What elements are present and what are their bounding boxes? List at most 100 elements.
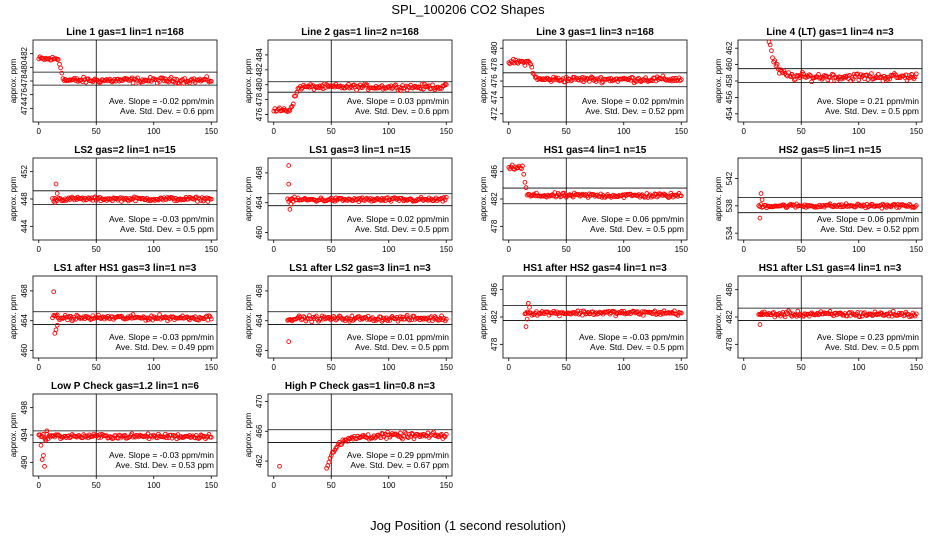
- data-point: [408, 196, 413, 202]
- panel-title: HS1 after HS2 gas=4 lin=1 n=3: [523, 263, 667, 274]
- data-point: [904, 78, 910, 83]
- y-tick-label: 482: [255, 63, 264, 77]
- std-dev-annotation: Ave. Std. Dev. = 0.5 ppm: [590, 224, 684, 234]
- panel-title: Line 2 gas=1 lin=2 n=168: [301, 27, 419, 38]
- data-point: [770, 55, 775, 61]
- data-point: [827, 309, 833, 314]
- x-tick-label: 50: [797, 245, 806, 254]
- data-point: [52, 331, 58, 336]
- y-tick-label: 460: [255, 225, 264, 239]
- data-point: [442, 434, 448, 439]
- data-point: [550, 77, 555, 83]
- panel-title: HS2 gas=5 lin=1 n=15: [779, 145, 882, 156]
- data-points: [36, 54, 214, 86]
- std-dev-annotation: Ave. Std. Dev. = 0.6 ppm: [355, 106, 449, 116]
- x-tick-label: 50: [562, 363, 571, 372]
- data-point: [97, 80, 103, 86]
- data-point: [555, 191, 561, 196]
- data-point: [670, 75, 676, 81]
- data-point: [75, 313, 81, 319]
- panel-title: LS1 after LS2 gas=3 lin=1 n=3: [289, 263, 431, 274]
- data-points: [50, 181, 214, 205]
- x-tick-label: 0: [272, 127, 277, 136]
- y-tick-label: 474: [20, 101, 29, 115]
- x-tick-label: 150: [205, 363, 219, 372]
- data-point: [678, 310, 684, 316]
- data-point: [788, 74, 794, 80]
- data-point: [143, 318, 149, 323]
- x-tick-label: 0: [742, 127, 747, 136]
- data-point: [384, 315, 389, 321]
- y-tick-label: 486: [725, 282, 734, 296]
- data-point: [122, 75, 128, 81]
- data-point: [759, 197, 765, 203]
- y-tick-label: 462: [725, 41, 734, 55]
- data-point: [593, 79, 599, 84]
- x-tick-label: 0: [742, 245, 747, 254]
- data-point: [42, 464, 47, 469]
- data-point: [418, 86, 424, 92]
- data-point: [606, 76, 612, 82]
- data-point: [827, 201, 833, 207]
- data-point: [307, 84, 312, 90]
- y-tick-label: 476: [20, 87, 29, 101]
- data-point: [286, 339, 292, 344]
- y-axis-label: approx. ppm: [244, 294, 253, 339]
- panel-title: HS1 gas=4 lin=1 n=15: [544, 145, 647, 156]
- data-point: [135, 75, 140, 81]
- data-point: [67, 435, 73, 441]
- data-point: [289, 103, 295, 109]
- y-tick-label: 484: [255, 48, 264, 62]
- std-dev-annotation: Ave. Std. Dev. = 0.52 ppm: [820, 224, 919, 234]
- data-point: [83, 434, 89, 440]
- plot-frame: [267, 39, 453, 123]
- data-point: [407, 317, 412, 323]
- data-point: [772, 58, 778, 63]
- std-dev-annotation: Ave. Std. Dev. = 0.49 ppm: [115, 342, 214, 352]
- x-tick-label: 50: [92, 363, 101, 372]
- y-axis-label: approx. ppm: [714, 294, 723, 339]
- y-tick-label: 476: [255, 107, 264, 121]
- x-tick-label: 150: [440, 127, 454, 136]
- slope-annotation: Ave. Slope = 0.29 ppm/min: [347, 450, 449, 460]
- x-tick-label: 100: [617, 127, 631, 136]
- y-axis-label: approx. ppm: [479, 294, 488, 339]
- y-tick-label: 464: [255, 314, 264, 328]
- data-point: [96, 312, 101, 318]
- data-point: [796, 73, 802, 78]
- data-points: [271, 81, 449, 115]
- x-tick-label: 150: [205, 481, 219, 490]
- chart-panel-11: HS1 after HS2 gas=4 lin=1 n=3 478 482 486ap…: [479, 263, 688, 372]
- y-tick-label: 462: [255, 454, 264, 468]
- y-tick-label: 478: [20, 74, 29, 88]
- slope-annotation: Ave. Slope = 0.21 ppm/min: [817, 96, 919, 106]
- data-point: [54, 191, 60, 196]
- x-tick-label: 0: [742, 363, 747, 372]
- y-tick-label: 478: [255, 92, 264, 106]
- data-point: [522, 63, 528, 68]
- data-point: [661, 308, 667, 314]
- slope-annotation: Ave. Slope = -0.03 ppm/min: [109, 332, 214, 342]
- y-tick-label: 464: [20, 314, 29, 328]
- data-point: [318, 85, 324, 91]
- data-point: [862, 310, 867, 316]
- data-point: [277, 463, 282, 469]
- data-point: [208, 196, 214, 202]
- data-point: [872, 309, 878, 315]
- data-points: [277, 429, 449, 471]
- data-point: [439, 313, 444, 319]
- y-tick-label: 468: [255, 284, 264, 298]
- data-point: [380, 431, 386, 437]
- x-tick-label: 150: [440, 481, 454, 490]
- x-tick-label: 100: [852, 127, 866, 136]
- data-point: [53, 181, 59, 187]
- data-point: [138, 79, 144, 85]
- std-dev-annotation: Ave. Std. Dev. = 0.5 ppm: [120, 224, 214, 234]
- panel-title: Line 1 gas=1 lin=1 n=168: [66, 27, 184, 38]
- data-point: [160, 75, 166, 81]
- x-tick-label: 100: [382, 127, 396, 136]
- data-point: [519, 166, 524, 172]
- std-dev-annotation: Ave. Std. Dev. = 0.67 ppm: [350, 460, 449, 470]
- slope-annotation: Ave. Slope = -0.03 ppm/min: [109, 450, 214, 460]
